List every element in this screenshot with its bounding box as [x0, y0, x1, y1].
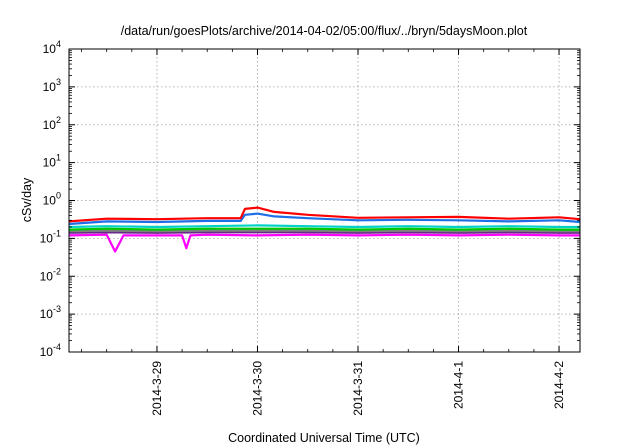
series-line-5 [68, 229, 580, 233]
y-tick-label: 103 [43, 77, 61, 94]
series-line-3 [68, 224, 580, 229]
grid [69, 49, 580, 352]
y-tick-label: 101 [43, 153, 61, 170]
x-tick-label: 2014-4-1 [452, 361, 466, 409]
y-tick-label: 10-2 [40, 266, 61, 283]
y-tick-label: 10-1 [40, 228, 61, 245]
x-tick-label: 2014-3-30 [250, 361, 264, 416]
y-tick-label: 100 [43, 191, 61, 208]
x-tick-label: 2014-3-29 [150, 361, 164, 416]
x-axis-label: Coordinated Universal Time (UTC) [228, 431, 420, 445]
series-line-7 [68, 233, 580, 253]
x-tick-label: 2014-3-31 [351, 361, 365, 416]
y-axis-label: cSv/day [20, 177, 34, 222]
series-line-2 [68, 212, 581, 226]
y-axis: 10-4 10-3 10-2 10-1 100 101 102 103 104 [40, 39, 580, 359]
series-line-1 [68, 206, 581, 223]
y-tick-label: 102 [43, 115, 61, 132]
series-group [68, 206, 581, 253]
y-tick-label: 10-3 [40, 304, 61, 321]
series-line-4 [68, 227, 580, 231]
x-tick-label: 2014-4-2 [552, 361, 566, 409]
y-tick-label: 104 [43, 39, 61, 56]
series-line-6 [68, 231, 580, 234]
x-axis: 2014-3-29 2014-3-30 2014-3-31 2014-4-1 2014-… [81, 49, 566, 416]
y-tick-label: 10-4 [40, 342, 61, 359]
chart-title: /data/run/goesPlots/archive/2014-04-02/0… [121, 24, 528, 38]
